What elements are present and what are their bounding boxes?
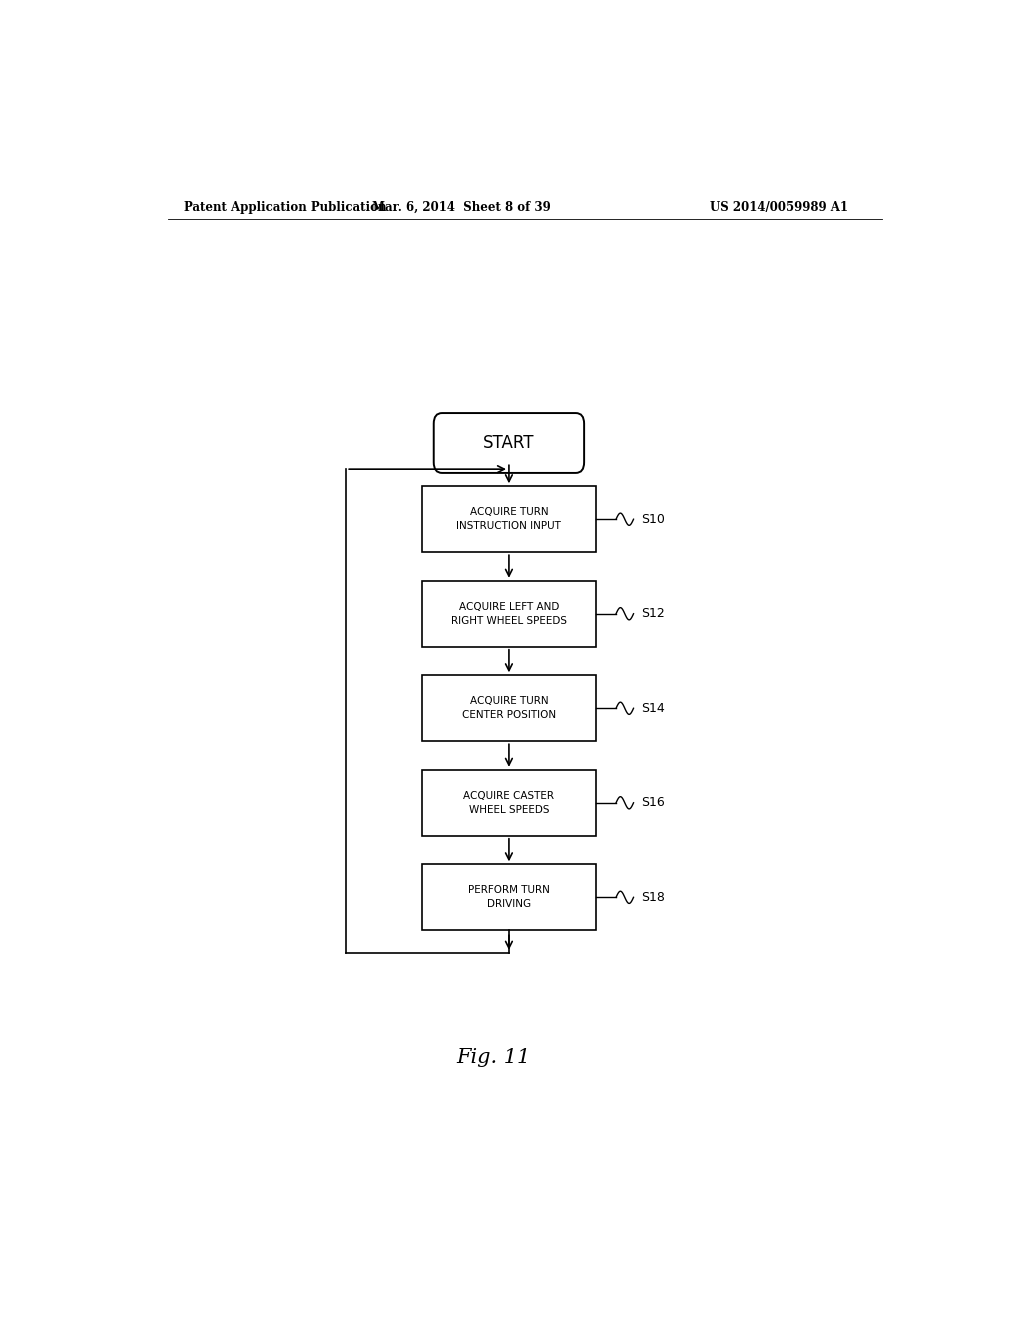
Text: S10: S10 xyxy=(641,512,666,525)
FancyBboxPatch shape xyxy=(434,413,584,473)
Text: ACQUIRE TURN
INSTRUCTION INPUT: ACQUIRE TURN INSTRUCTION INPUT xyxy=(457,507,561,531)
Bar xyxy=(422,865,596,931)
Bar xyxy=(422,770,596,836)
Text: S16: S16 xyxy=(641,796,666,809)
Bar xyxy=(422,581,596,647)
Text: PERFORM TURN
DRIVING: PERFORM TURN DRIVING xyxy=(468,886,550,909)
Text: Patent Application Publication: Patent Application Publication xyxy=(183,201,386,214)
Text: ACQUIRE LEFT AND
RIGHT WHEEL SPEEDS: ACQUIRE LEFT AND RIGHT WHEEL SPEEDS xyxy=(451,602,567,626)
Text: S12: S12 xyxy=(641,607,666,620)
Text: Mar. 6, 2014  Sheet 8 of 39: Mar. 6, 2014 Sheet 8 of 39 xyxy=(372,201,551,214)
Text: S18: S18 xyxy=(641,891,666,904)
Bar xyxy=(422,676,596,742)
Text: ACQUIRE CASTER
WHEEL SPEEDS: ACQUIRE CASTER WHEEL SPEEDS xyxy=(464,791,554,814)
Text: US 2014/0059989 A1: US 2014/0059989 A1 xyxy=(710,201,848,214)
Bar xyxy=(422,486,596,552)
Text: S14: S14 xyxy=(641,702,666,714)
Text: ACQUIRE TURN
CENTER POSITION: ACQUIRE TURN CENTER POSITION xyxy=(462,696,556,721)
Text: START: START xyxy=(483,434,535,451)
Text: Fig. 11: Fig. 11 xyxy=(456,1048,530,1068)
